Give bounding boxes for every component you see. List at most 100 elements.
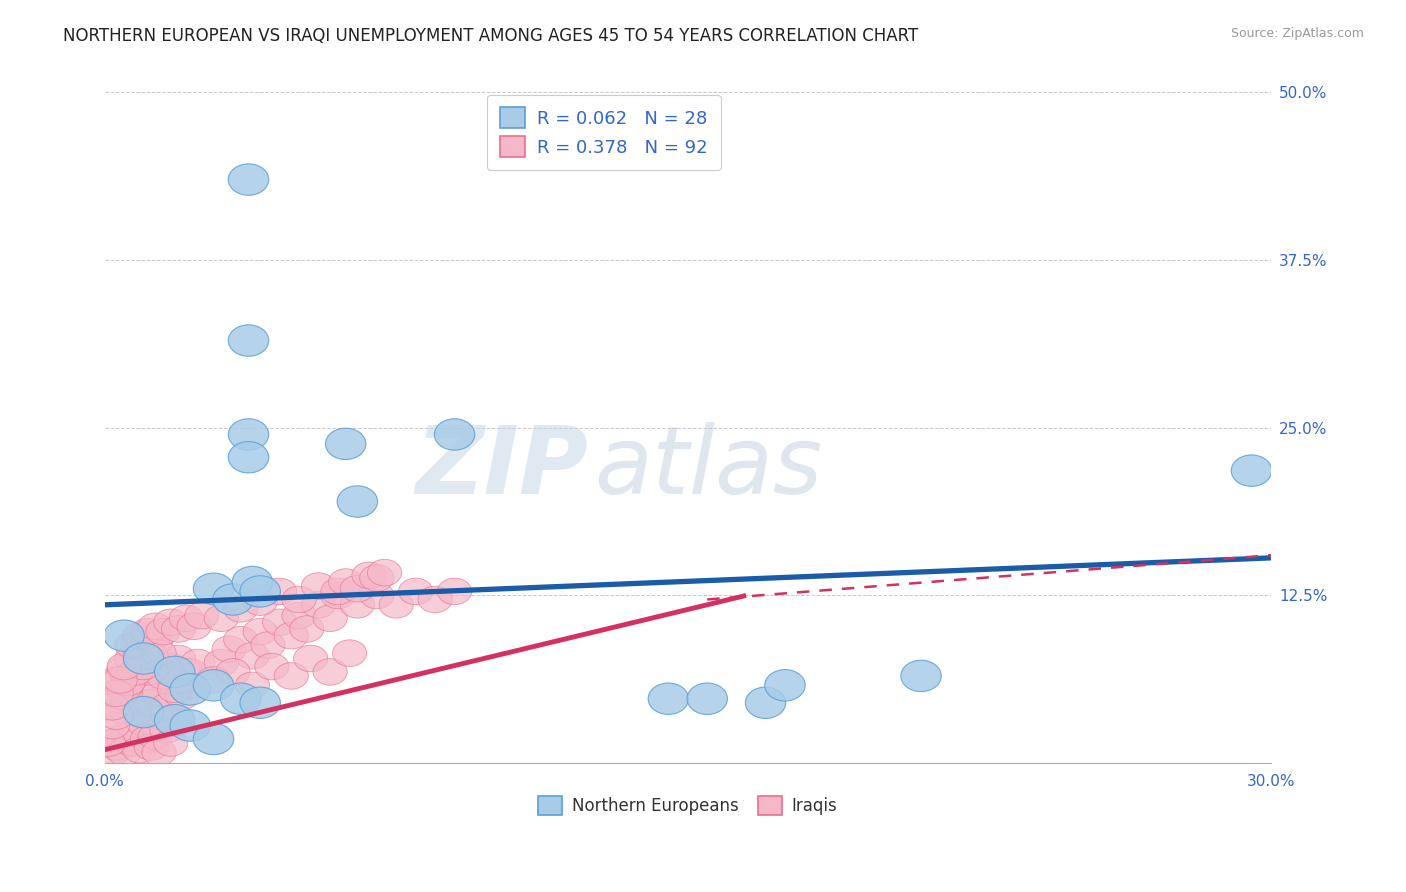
Ellipse shape xyxy=(107,739,141,765)
Ellipse shape xyxy=(181,649,215,676)
Legend: Northern Europeans, Iraqis: Northern Europeans, Iraqis xyxy=(531,789,844,822)
Ellipse shape xyxy=(294,645,328,672)
Ellipse shape xyxy=(235,672,270,698)
Ellipse shape xyxy=(217,658,250,685)
Ellipse shape xyxy=(107,656,141,682)
Ellipse shape xyxy=(115,663,149,690)
Ellipse shape xyxy=(138,649,173,676)
Ellipse shape xyxy=(1232,455,1271,486)
Ellipse shape xyxy=(134,642,169,669)
Ellipse shape xyxy=(193,670,233,701)
Ellipse shape xyxy=(170,710,211,741)
Ellipse shape xyxy=(91,730,125,756)
Ellipse shape xyxy=(115,632,149,658)
Ellipse shape xyxy=(184,602,219,629)
Ellipse shape xyxy=(193,723,233,755)
Ellipse shape xyxy=(150,716,184,743)
Ellipse shape xyxy=(263,609,297,635)
Ellipse shape xyxy=(263,578,297,605)
Ellipse shape xyxy=(290,615,323,642)
Ellipse shape xyxy=(100,680,134,706)
Ellipse shape xyxy=(103,696,138,723)
Ellipse shape xyxy=(340,591,374,618)
Ellipse shape xyxy=(437,578,471,605)
Ellipse shape xyxy=(301,573,336,599)
Ellipse shape xyxy=(115,730,149,756)
Ellipse shape xyxy=(232,566,273,598)
Ellipse shape xyxy=(131,658,165,685)
Ellipse shape xyxy=(169,658,204,685)
Ellipse shape xyxy=(332,640,367,666)
Ellipse shape xyxy=(127,676,160,703)
Ellipse shape xyxy=(103,682,138,709)
Ellipse shape xyxy=(321,582,356,608)
Ellipse shape xyxy=(434,418,475,450)
Ellipse shape xyxy=(122,623,156,649)
Ellipse shape xyxy=(153,653,188,680)
Ellipse shape xyxy=(155,657,195,688)
Ellipse shape xyxy=(398,578,433,605)
Ellipse shape xyxy=(100,734,134,760)
Ellipse shape xyxy=(283,586,316,613)
Text: ZIP: ZIP xyxy=(416,422,589,514)
Ellipse shape xyxy=(243,589,277,615)
Ellipse shape xyxy=(173,672,207,698)
Ellipse shape xyxy=(134,734,169,760)
Ellipse shape xyxy=(745,687,786,718)
Ellipse shape xyxy=(340,575,374,602)
Ellipse shape xyxy=(648,683,689,714)
Ellipse shape xyxy=(173,658,207,685)
Ellipse shape xyxy=(104,620,145,651)
Ellipse shape xyxy=(283,602,316,629)
Ellipse shape xyxy=(314,658,347,685)
Ellipse shape xyxy=(235,642,270,669)
Ellipse shape xyxy=(228,418,269,450)
Ellipse shape xyxy=(107,676,141,703)
Ellipse shape xyxy=(301,591,336,618)
Ellipse shape xyxy=(118,716,153,743)
Ellipse shape xyxy=(162,645,195,672)
Ellipse shape xyxy=(224,626,257,653)
Ellipse shape xyxy=(122,653,156,680)
Ellipse shape xyxy=(107,653,141,680)
Ellipse shape xyxy=(169,605,204,632)
Ellipse shape xyxy=(146,703,180,730)
Ellipse shape xyxy=(166,682,200,709)
Ellipse shape xyxy=(221,683,262,714)
Ellipse shape xyxy=(138,723,173,749)
Ellipse shape xyxy=(111,669,145,696)
Ellipse shape xyxy=(111,685,145,712)
Ellipse shape xyxy=(228,442,269,473)
Ellipse shape xyxy=(166,666,200,693)
Ellipse shape xyxy=(150,693,184,720)
Ellipse shape xyxy=(360,565,394,591)
Ellipse shape xyxy=(142,640,176,666)
Ellipse shape xyxy=(103,666,138,693)
Ellipse shape xyxy=(127,653,160,680)
Ellipse shape xyxy=(274,623,308,649)
Ellipse shape xyxy=(380,591,413,618)
Ellipse shape xyxy=(138,613,173,640)
Ellipse shape xyxy=(142,680,176,706)
Ellipse shape xyxy=(122,640,156,666)
Ellipse shape xyxy=(157,669,191,696)
Ellipse shape xyxy=(153,609,188,635)
Ellipse shape xyxy=(122,737,156,763)
Ellipse shape xyxy=(240,687,280,718)
Ellipse shape xyxy=(204,605,239,632)
Ellipse shape xyxy=(155,705,195,736)
Ellipse shape xyxy=(197,666,231,693)
Ellipse shape xyxy=(170,673,211,705)
Text: atlas: atlas xyxy=(595,423,823,514)
Ellipse shape xyxy=(124,643,163,674)
Ellipse shape xyxy=(321,578,356,605)
Ellipse shape xyxy=(325,428,366,459)
Ellipse shape xyxy=(115,645,149,672)
Ellipse shape xyxy=(111,721,145,747)
Ellipse shape xyxy=(228,325,269,356)
Ellipse shape xyxy=(124,697,163,728)
Ellipse shape xyxy=(146,618,180,645)
Ellipse shape xyxy=(157,676,191,703)
Ellipse shape xyxy=(103,726,138,752)
Ellipse shape xyxy=(100,703,134,730)
